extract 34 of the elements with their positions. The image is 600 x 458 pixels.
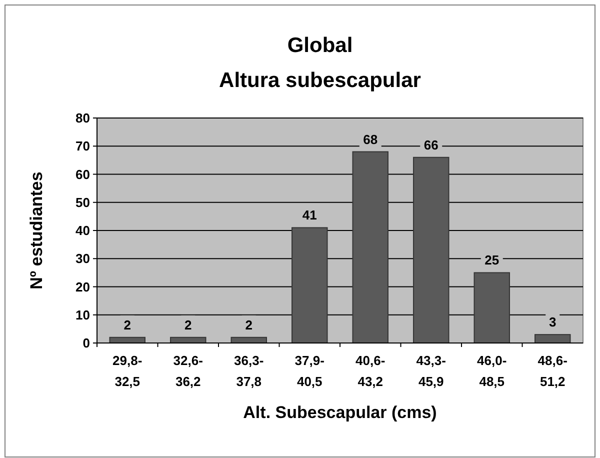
data-label: 66 [424, 137, 438, 152]
x-tick-label: 29,8-32,5 [112, 353, 142, 389]
y-tick-label: 30 [76, 251, 90, 266]
bar [292, 227, 328, 344]
x-tick-label: 36,3-37,8 [234, 353, 264, 389]
data-label: 41 [302, 208, 317, 223]
y-tick-label: 70 [76, 138, 90, 154]
y-tick-label: 10 [76, 307, 90, 322]
y-tick-label: 0 [82, 336, 90, 351]
x-axis-title: Alt. Subescapular (cms) [243, 403, 437, 422]
x-tick-label: 46,0-48,5 [477, 353, 507, 389]
x-tick-label: 32,6-36,2 [173, 353, 203, 389]
y-tick-label: 40 [76, 223, 90, 238]
data-label: 2 [245, 317, 252, 332]
y-tick-label: 60 [76, 166, 90, 182]
y-tick-label: 80 [76, 110, 90, 126]
chart-subtitle: Altura subescapular [219, 69, 421, 92]
y-tick-label: 20 [76, 279, 90, 294]
x-tick-label: 48,6-51,2 [538, 353, 568, 389]
data-label: 2 [124, 317, 131, 332]
data-label: 68 [363, 132, 378, 147]
bar [474, 272, 510, 344]
bar [413, 156, 450, 344]
x-tick-label: 37,9-40,5 [294, 353, 324, 389]
data-label: 25 [484, 252, 500, 268]
chart-title: Global [287, 34, 353, 57]
bar [534, 334, 571, 344]
data-label: 3 [549, 314, 556, 330]
y-axis-title: Nº estudiantes [27, 172, 46, 290]
y-tick-label: 50 [76, 194, 90, 210]
data-label: 2 [184, 317, 192, 332]
bar [352, 151, 388, 344]
x-tick-label: 43,3-45,9 [416, 353, 446, 389]
x-tick-label: 40,6-43,2 [356, 353, 386, 389]
